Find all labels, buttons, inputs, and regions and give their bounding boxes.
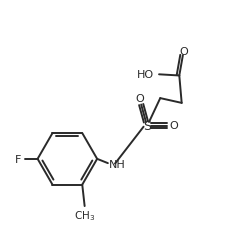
Text: S: S — [142, 119, 150, 133]
Text: O: O — [135, 94, 144, 104]
Text: O: O — [169, 121, 177, 131]
Text: F: F — [14, 154, 21, 164]
Text: CH$_3$: CH$_3$ — [74, 208, 95, 222]
Text: HO: HO — [136, 70, 154, 80]
Text: NH: NH — [109, 159, 125, 169]
Text: O: O — [179, 47, 188, 57]
